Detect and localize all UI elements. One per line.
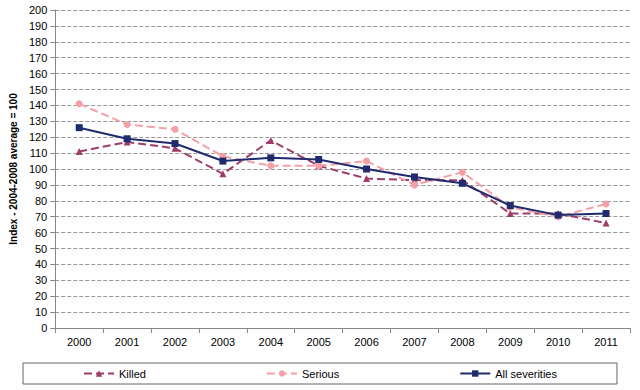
svg-text:140: 140 — [29, 99, 47, 111]
svg-text:100: 100 — [29, 163, 47, 175]
svg-text:2004: 2004 — [259, 336, 283, 348]
svg-text:2007: 2007 — [402, 336, 426, 348]
svg-text:20: 20 — [35, 290, 47, 302]
svg-text:10: 10 — [35, 306, 47, 318]
svg-text:2010: 2010 — [546, 336, 570, 348]
svg-text:2011: 2011 — [594, 336, 618, 348]
svg-text:2009: 2009 — [498, 336, 522, 348]
svg-text:2000: 2000 — [67, 336, 91, 348]
svg-text:130: 130 — [29, 115, 47, 127]
svg-text:2001: 2001 — [115, 336, 139, 348]
svg-text:0: 0 — [41, 322, 47, 334]
svg-text:2002: 2002 — [163, 336, 187, 348]
svg-text:2008: 2008 — [450, 336, 474, 348]
svg-text:80: 80 — [35, 195, 47, 207]
svg-text:2003: 2003 — [211, 336, 235, 348]
svg-text:180: 180 — [29, 36, 47, 48]
svg-text:Serious: Serious — [302, 368, 340, 380]
svg-text:40: 40 — [35, 258, 47, 270]
svg-text:170: 170 — [29, 52, 47, 64]
svg-text:90: 90 — [35, 179, 47, 191]
svg-text:110: 110 — [30, 147, 48, 159]
svg-text:190: 190 — [29, 20, 47, 32]
svg-text:30: 30 — [35, 274, 47, 286]
svg-text:120: 120 — [29, 131, 47, 143]
svg-text:70: 70 — [35, 211, 47, 223]
svg-text:Killed: Killed — [119, 368, 146, 380]
svg-text:200: 200 — [29, 4, 47, 16]
svg-text:2005: 2005 — [306, 336, 330, 348]
svg-text:Index - 2004-2008 average = 10: Index - 2004-2008 average = 100 — [8, 93, 19, 245]
svg-text:60: 60 — [35, 227, 47, 239]
svg-text:150: 150 — [29, 84, 47, 96]
svg-text:160: 160 — [29, 68, 47, 80]
svg-text:50: 50 — [35, 243, 47, 255]
svg-text:2006: 2006 — [354, 336, 378, 348]
svg-text:All severities: All severities — [495, 368, 557, 380]
